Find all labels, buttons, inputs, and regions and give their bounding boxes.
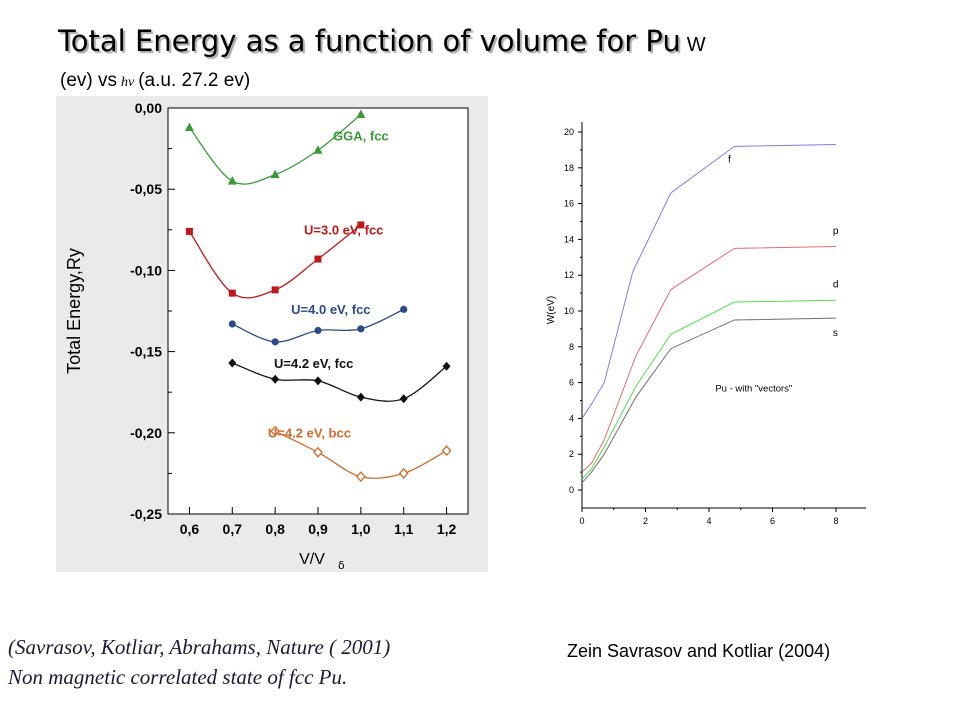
y-tick-label: 12 bbox=[564, 270, 574, 280]
series-line bbox=[232, 362, 447, 402]
data-point bbox=[228, 289, 236, 297]
series-u3-fcc: U=3.0 eV, fcc bbox=[185, 221, 383, 299]
data-point bbox=[314, 326, 322, 335]
data-point bbox=[313, 145, 323, 154]
series-u4-fcc: U=4.0 eV, fcc bbox=[228, 302, 408, 346]
x-tick-label: 8 bbox=[833, 516, 838, 526]
y-axis-label: W(eV) bbox=[546, 296, 557, 324]
data-point bbox=[399, 394, 408, 404]
y-tick-label: 8 bbox=[569, 342, 574, 352]
series-label: U=4.2 eV, fcc bbox=[274, 356, 353, 371]
x-tick-label: 0,7 bbox=[223, 521, 243, 537]
data-point bbox=[357, 221, 365, 229]
data-point bbox=[357, 325, 365, 333]
caption-left-line2: Non magnetic correlated state of fcc Pu. bbox=[8, 665, 348, 689]
series-u42-fcc: U=4.2 eV, fcc bbox=[228, 356, 451, 404]
data-point bbox=[313, 446, 323, 458]
page-subtitle: (ev) vs hν (a.u. 27.2 ev) bbox=[60, 70, 250, 92]
y-tick-label: 16 bbox=[564, 199, 574, 209]
series-d: d bbox=[581, 280, 839, 480]
y-tick-label: 0,00 bbox=[135, 100, 162, 116]
series-label: d bbox=[833, 280, 839, 291]
x-tick-label: 0,8 bbox=[265, 521, 285, 537]
energy-volume-chart: 0,00 -0,05 -0,10 -0,15 -0,20 -0,25 0,6 0,7 0,8 0,… bbox=[56, 96, 488, 572]
x-tick-label: 1,2 bbox=[437, 521, 457, 537]
y-axis-label: Total Energy,Ry bbox=[64, 248, 84, 374]
y-tick-label: 2 bbox=[569, 449, 574, 459]
series-label: f bbox=[728, 154, 731, 165]
series-line bbox=[581, 144, 837, 419]
plot-area bbox=[167, 107, 469, 515]
series-label: GGA, fcc bbox=[333, 128, 389, 143]
caption-left: (Savrasov, Kotliar, Abrahams, Nature ( 2… bbox=[8, 632, 390, 692]
data-point bbox=[400, 305, 408, 313]
caption-left-line1: (Savrasov, Kotliar, Abrahams, Nature ( 2… bbox=[8, 635, 391, 659]
title-main: Total Energy as a function of volume for… bbox=[58, 24, 681, 58]
x-tick-label: 0,6 bbox=[180, 521, 200, 537]
y-tick-label: -0,05 bbox=[130, 181, 162, 197]
y-tick-label: 10 bbox=[564, 306, 574, 316]
data-point bbox=[270, 169, 280, 179]
series-label: p bbox=[833, 226, 839, 237]
data-point bbox=[314, 376, 322, 386]
series-f: f bbox=[581, 144, 837, 419]
data-point bbox=[185, 227, 193, 235]
w-vs-hnu-chart: 0 2 4 6 8 10 12 14 16 18 20 0 2 4 6 8 W(eV) f p d s Pu - with… bbox=[546, 122, 866, 526]
data-point bbox=[227, 176, 237, 185]
x-tick-label: 1,0 bbox=[351, 521, 371, 537]
series-s: s bbox=[581, 317, 838, 484]
data-point bbox=[271, 286, 279, 294]
y-tick-label: 20 bbox=[564, 127, 574, 137]
x-tick-label: 1,1 bbox=[394, 521, 414, 537]
data-point bbox=[271, 374, 280, 384]
data-point bbox=[356, 392, 365, 402]
x-tick-label: 4 bbox=[706, 516, 711, 526]
series-p: p bbox=[581, 226, 839, 473]
chart-annotation: Pu - with "vectors" bbox=[715, 384, 792, 395]
data-point bbox=[228, 320, 236, 328]
series-label: U=4.0 eV, fcc bbox=[291, 302, 370, 317]
subtitle-left: (ev) vs bbox=[60, 70, 117, 91]
series-label: s bbox=[833, 328, 838, 339]
y-tick-label: -0,20 bbox=[130, 425, 162, 441]
series-u42-bcc: U=4.2 eV, bcc bbox=[268, 425, 452, 483]
data-point bbox=[184, 122, 194, 131]
y-tick-label: 0 bbox=[569, 485, 574, 495]
series-gga-fcc: GGA, fcc bbox=[184, 109, 389, 185]
series-label: U=3.0 eV, fcc bbox=[304, 223, 383, 238]
caption-right: Zein Savrasov and Kotliar (2004) bbox=[567, 641, 831, 661]
x-tick-label: 0,9 bbox=[308, 521, 328, 537]
x-tick-label: 2 bbox=[643, 516, 648, 526]
x-tick-label: 6 bbox=[770, 516, 775, 526]
data-point bbox=[441, 445, 452, 457]
data-point bbox=[442, 361, 451, 371]
page-title: Total Energy as a function of volume for… bbox=[58, 24, 706, 58]
series-label: U=4.2 eV, bcc bbox=[268, 426, 351, 441]
data-point bbox=[398, 467, 409, 479]
subtitle-right: (a.u. 27.2 ev) bbox=[138, 70, 251, 91]
y-tick-label: -0,25 bbox=[130, 506, 162, 522]
x-tick-label: 0 bbox=[579, 516, 584, 526]
y-tick-label: 4 bbox=[569, 413, 574, 423]
data-point bbox=[271, 338, 279, 346]
data-point bbox=[356, 109, 366, 118]
series-line bbox=[581, 299, 837, 480]
data-point bbox=[314, 255, 322, 263]
subtitle-symbol: hν bbox=[121, 75, 135, 90]
data-point bbox=[355, 471, 366, 483]
data-point bbox=[228, 358, 237, 368]
series-line bbox=[581, 246, 837, 473]
y-tick-label: 6 bbox=[569, 378, 574, 388]
data-point bbox=[270, 425, 281, 437]
y-tick-label: -0,10 bbox=[130, 262, 162, 278]
title-suffix: W bbox=[686, 34, 706, 56]
series-line bbox=[581, 317, 837, 484]
y-tick-label: 18 bbox=[564, 163, 574, 173]
x-axis-label-subscript: δ bbox=[338, 559, 345, 572]
y-tick-label: -0,15 bbox=[130, 344, 162, 360]
y-tick-label: 14 bbox=[564, 234, 574, 244]
x-axis-label: V/V bbox=[299, 551, 325, 568]
